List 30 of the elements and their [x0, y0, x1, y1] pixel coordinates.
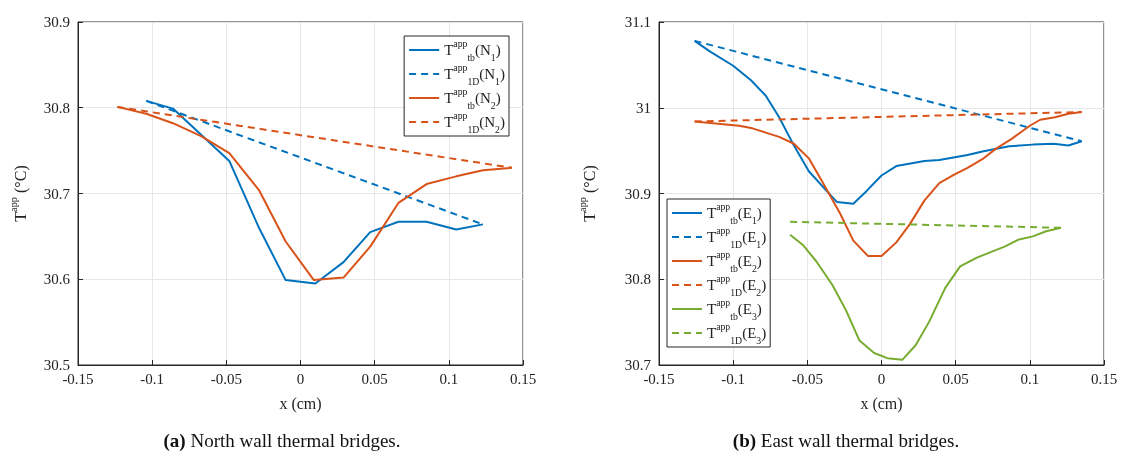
x-tick-label: -0.05 — [210, 370, 242, 387]
y-tick-label: 30.7 — [43, 185, 71, 202]
x-tick-label: 0.15 — [509, 370, 537, 387]
x-tick-label: 0.05 — [361, 370, 388, 387]
x-tick-label: -0.1 — [721, 370, 746, 387]
x-tick-label: 0 — [296, 370, 305, 387]
x-tick-label: 0.1 — [1020, 370, 1040, 387]
y-tick-label: 30.5 — [43, 357, 70, 373]
y-tick-label: 30.9 — [624, 185, 651, 202]
y-tick-label: 31.1 — [624, 14, 651, 30]
x-tick-label: 0.05 — [942, 370, 969, 387]
x-tick-label: -0.15 — [62, 370, 94, 387]
y-tick-label: 30.7 — [624, 357, 652, 373]
x-axis-title: x (cm) — [860, 394, 903, 413]
y-axis-title: Tapp (°C) — [7, 165, 30, 222]
y-tick-label: 30.8 — [43, 99, 70, 116]
x-tick-label: 0.1 — [439, 370, 459, 387]
x-axis-title: x (cm) — [279, 394, 322, 413]
x-tick-label: -0.1 — [140, 370, 165, 387]
x-tick-label: -0.15 — [643, 370, 675, 387]
y-tick-label: 31 — [636, 99, 651, 116]
x-tick-label: -0.05 — [791, 370, 823, 387]
y-axis-title: Tapp (°C) — [576, 165, 599, 222]
y-tick-label: 30.8 — [624, 271, 651, 288]
text: (b) East wall thermal bridges. — [732, 430, 960, 452]
text: (a) North wall thermal bridges. — [163, 430, 401, 452]
y-tick-label: 30.9 — [43, 14, 70, 30]
y-tick-label: 30.6 — [43, 271, 71, 288]
x-tick-label: 0 — [877, 370, 886, 387]
x-tick-label: 0.15 — [1090, 370, 1118, 387]
